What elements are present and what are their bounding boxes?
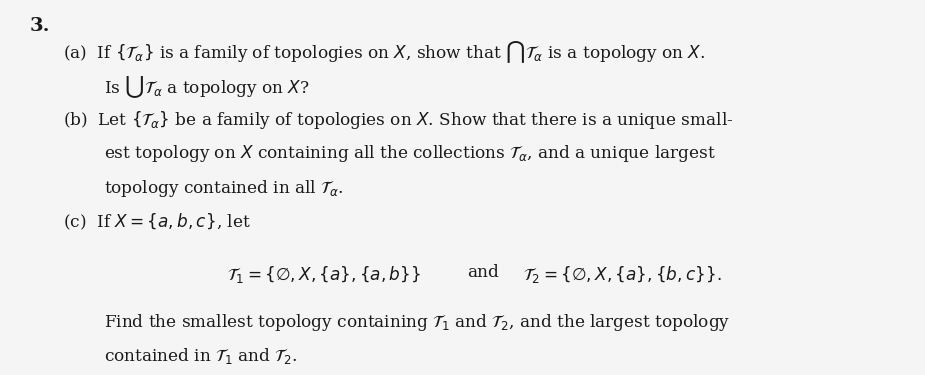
Text: $\mathcal{T}_1 = \{\varnothing, X, \{a\}, \{a, b\}\}$: $\mathcal{T}_1 = \{\varnothing, X, \{a\}…: [227, 264, 421, 285]
Text: (a)  If $\{\mathcal{T}_\alpha\}$ is a family of topologies on $X$, show that $\b: (a) If $\{\mathcal{T}_\alpha\}$ is a fam…: [63, 39, 705, 65]
Text: Find the smallest topology containing $\mathcal{T}_1$ and $\mathcal{T}_2$, and t: Find the smallest topology containing $\…: [104, 312, 730, 333]
Text: Is $\bigcup \mathcal{T}_\alpha$ a topology on $X$?: Is $\bigcup \mathcal{T}_\alpha$ a topolo…: [104, 74, 309, 100]
Text: contained in $\mathcal{T}_1$ and $\mathcal{T}_2$.: contained in $\mathcal{T}_1$ and $\mathc…: [104, 346, 297, 366]
Text: and: and: [467, 264, 499, 281]
Text: est topology on $X$ containing all the collections $\mathcal{T}_\alpha$, and a u: est topology on $X$ containing all the c…: [104, 143, 715, 164]
Text: 3.: 3.: [30, 17, 50, 35]
Text: (c)  If $X = \{a, b, c\}$, let: (c) If $X = \{a, b, c\}$, let: [63, 212, 251, 232]
Text: (b)  Let $\{\mathcal{T}_\alpha\}$ be a family of topologies on $X$. Show that th: (b) Let $\{\mathcal{T}_\alpha\}$ be a fa…: [63, 109, 734, 131]
Text: topology contained in all $\mathcal{T}_\alpha$.: topology contained in all $\mathcal{T}_\…: [104, 178, 343, 199]
Text: $\mathcal{T}_2 = \{\varnothing, X, \{a\}, \{b, c\}\}.$: $\mathcal{T}_2 = \{\varnothing, X, \{a\}…: [523, 264, 722, 285]
